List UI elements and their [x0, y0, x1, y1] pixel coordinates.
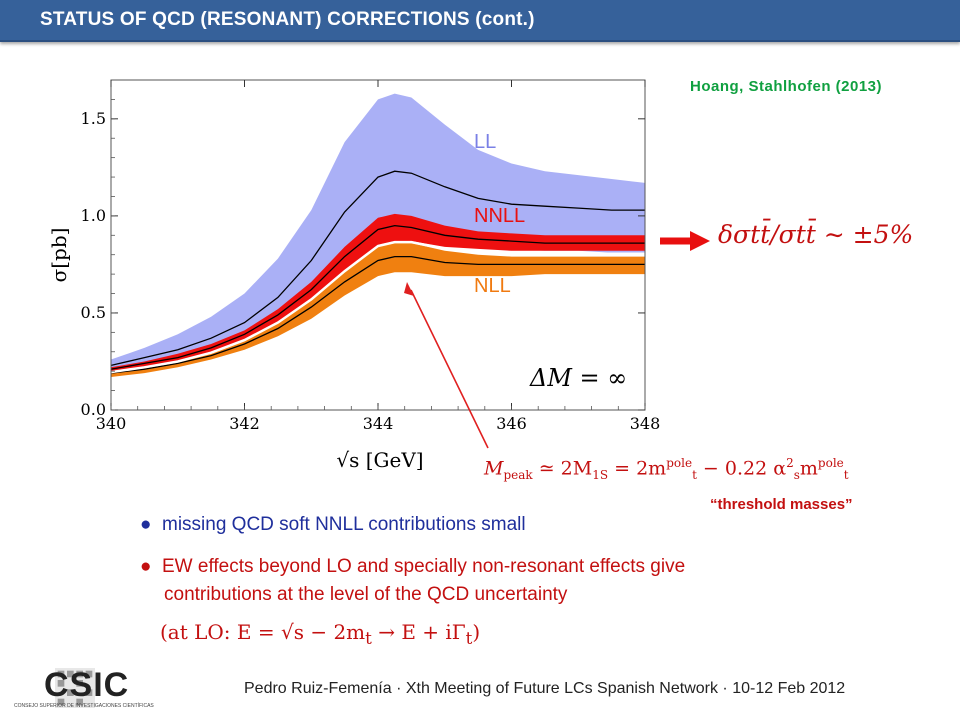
delta-m-annotation: ΔM = ∞	[529, 364, 627, 392]
mpeak-formula: Mpeak ≃ 2M1S = 2mpolet − 0.22 α2smpolet	[484, 456, 849, 482]
slide-title: STATUS OF QCD (RESONANT) CORRECTIONS (co…	[40, 9, 535, 30]
bullet-text-line1: EW effects beyond LO and specially non-r…	[162, 556, 686, 577]
chart-axes: 340 342 344 346 348 0.0 0.5 1.0 1.5	[81, 79, 661, 433]
mpeak-rhs3: m	[799, 457, 818, 480]
central-line-ll	[111, 170, 645, 367]
bullet-item-soft-nnll: ● missing QCD soft NNLL contributions sma…	[140, 514, 526, 536]
central-line-nll	[111, 255, 645, 374]
peak-arrow-icon	[404, 282, 414, 296]
band-separator	[111, 240, 645, 374]
y-tick-label: 0.0	[81, 400, 106, 419]
citation: Hoang, Stahlhofen (2013)	[690, 78, 883, 95]
bullet-text: missing QCD soft NNLL contributions smal…	[162, 514, 526, 535]
mpeak-rhs3-sub: t	[843, 468, 849, 483]
x-tick-label: 340	[96, 414, 127, 433]
peak-arrow-shaft	[410, 289, 489, 449]
csic-logo: CSIC	[44, 666, 130, 704]
x-tick-label: 342	[229, 414, 260, 433]
bullet-dot-icon: ●	[140, 556, 152, 577]
mpeak-rhs2-sup: 2	[786, 456, 794, 470]
threshold-masses-label: “threshold masses”	[710, 496, 853, 513]
band-nnll	[111, 213, 645, 374]
mpeak-mid-sub: 1S	[592, 468, 609, 483]
mpeak-rhs3-sup: pole	[817, 456, 844, 470]
bullet-text-line2: contributions at the level of the QCD un…	[164, 584, 568, 605]
x-tick-label: 344	[363, 414, 394, 433]
x-tick-label: 346	[496, 414, 527, 433]
x-axis-label: √s [GeV]	[336, 448, 423, 472]
right-arrow-icon	[690, 231, 710, 251]
uncertainty-formula: δσtt̄/σtt̄ ∼ ±5%	[718, 220, 914, 249]
y-axis-label: σ[pb]	[47, 228, 71, 283]
series-label-nnll: NNLL	[474, 205, 525, 227]
csic-logo-subtitle: CONSEJO SUPERIOR DE INVESTIGACIONES CIEN…	[14, 703, 154, 709]
y-tick-label: 1.0	[81, 206, 106, 225]
series-label-ll: LL	[474, 131, 496, 153]
csic-emblem-icon	[55, 668, 95, 708]
mpeak-rhs1: = 2m	[608, 457, 667, 480]
series-label-nll: NLL	[474, 275, 511, 297]
bullet-dot-icon: ●	[140, 514, 152, 535]
bullet-item-ew-effects: ● EW effects beyond LO and specially non-…	[140, 553, 685, 609]
mpeak-sub: peak	[503, 468, 533, 483]
y-tick-label: 0.5	[81, 303, 106, 322]
footer-text: Pedro Ruiz-Femenía · Xth Meeting of Futu…	[244, 680, 846, 697]
lo-sub: t	[365, 629, 372, 648]
lo-formula: (at LO: E = √s − 2mt → E + iΓt)	[160, 620, 480, 648]
mpeak-rhs1-sup: pole	[666, 456, 693, 470]
y-tick-label: 1.5	[81, 109, 106, 128]
lo-close: )	[472, 620, 481, 644]
lo-rest: → E + iΓ	[371, 620, 466, 644]
mpeak-rhs2-sub: s	[793, 468, 800, 483]
mpeak-rhs2: − 0.22 α	[696, 457, 787, 480]
x-tick-label: 348	[630, 414, 661, 433]
mpeak-rhs1-sub: t	[692, 468, 697, 483]
mpeak-mid: ≃ 2M	[532, 457, 593, 480]
lo-formula-main: (at LO: E = √s − 2m	[160, 620, 366, 644]
title-bar: STATUS OF QCD (RESONANT) CORRECTIONS (co…	[0, 0, 960, 42]
plot-area	[111, 93, 645, 377]
central-line-nnll	[111, 224, 645, 370]
series-group	[111, 93, 645, 377]
mpeak-symbol: M	[484, 457, 504, 480]
lo-sub2: t	[465, 629, 473, 648]
